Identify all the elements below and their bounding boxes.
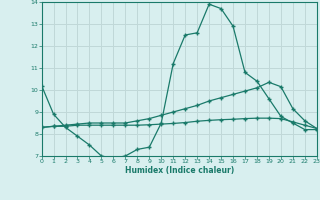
X-axis label: Humidex (Indice chaleur): Humidex (Indice chaleur): [124, 166, 234, 175]
